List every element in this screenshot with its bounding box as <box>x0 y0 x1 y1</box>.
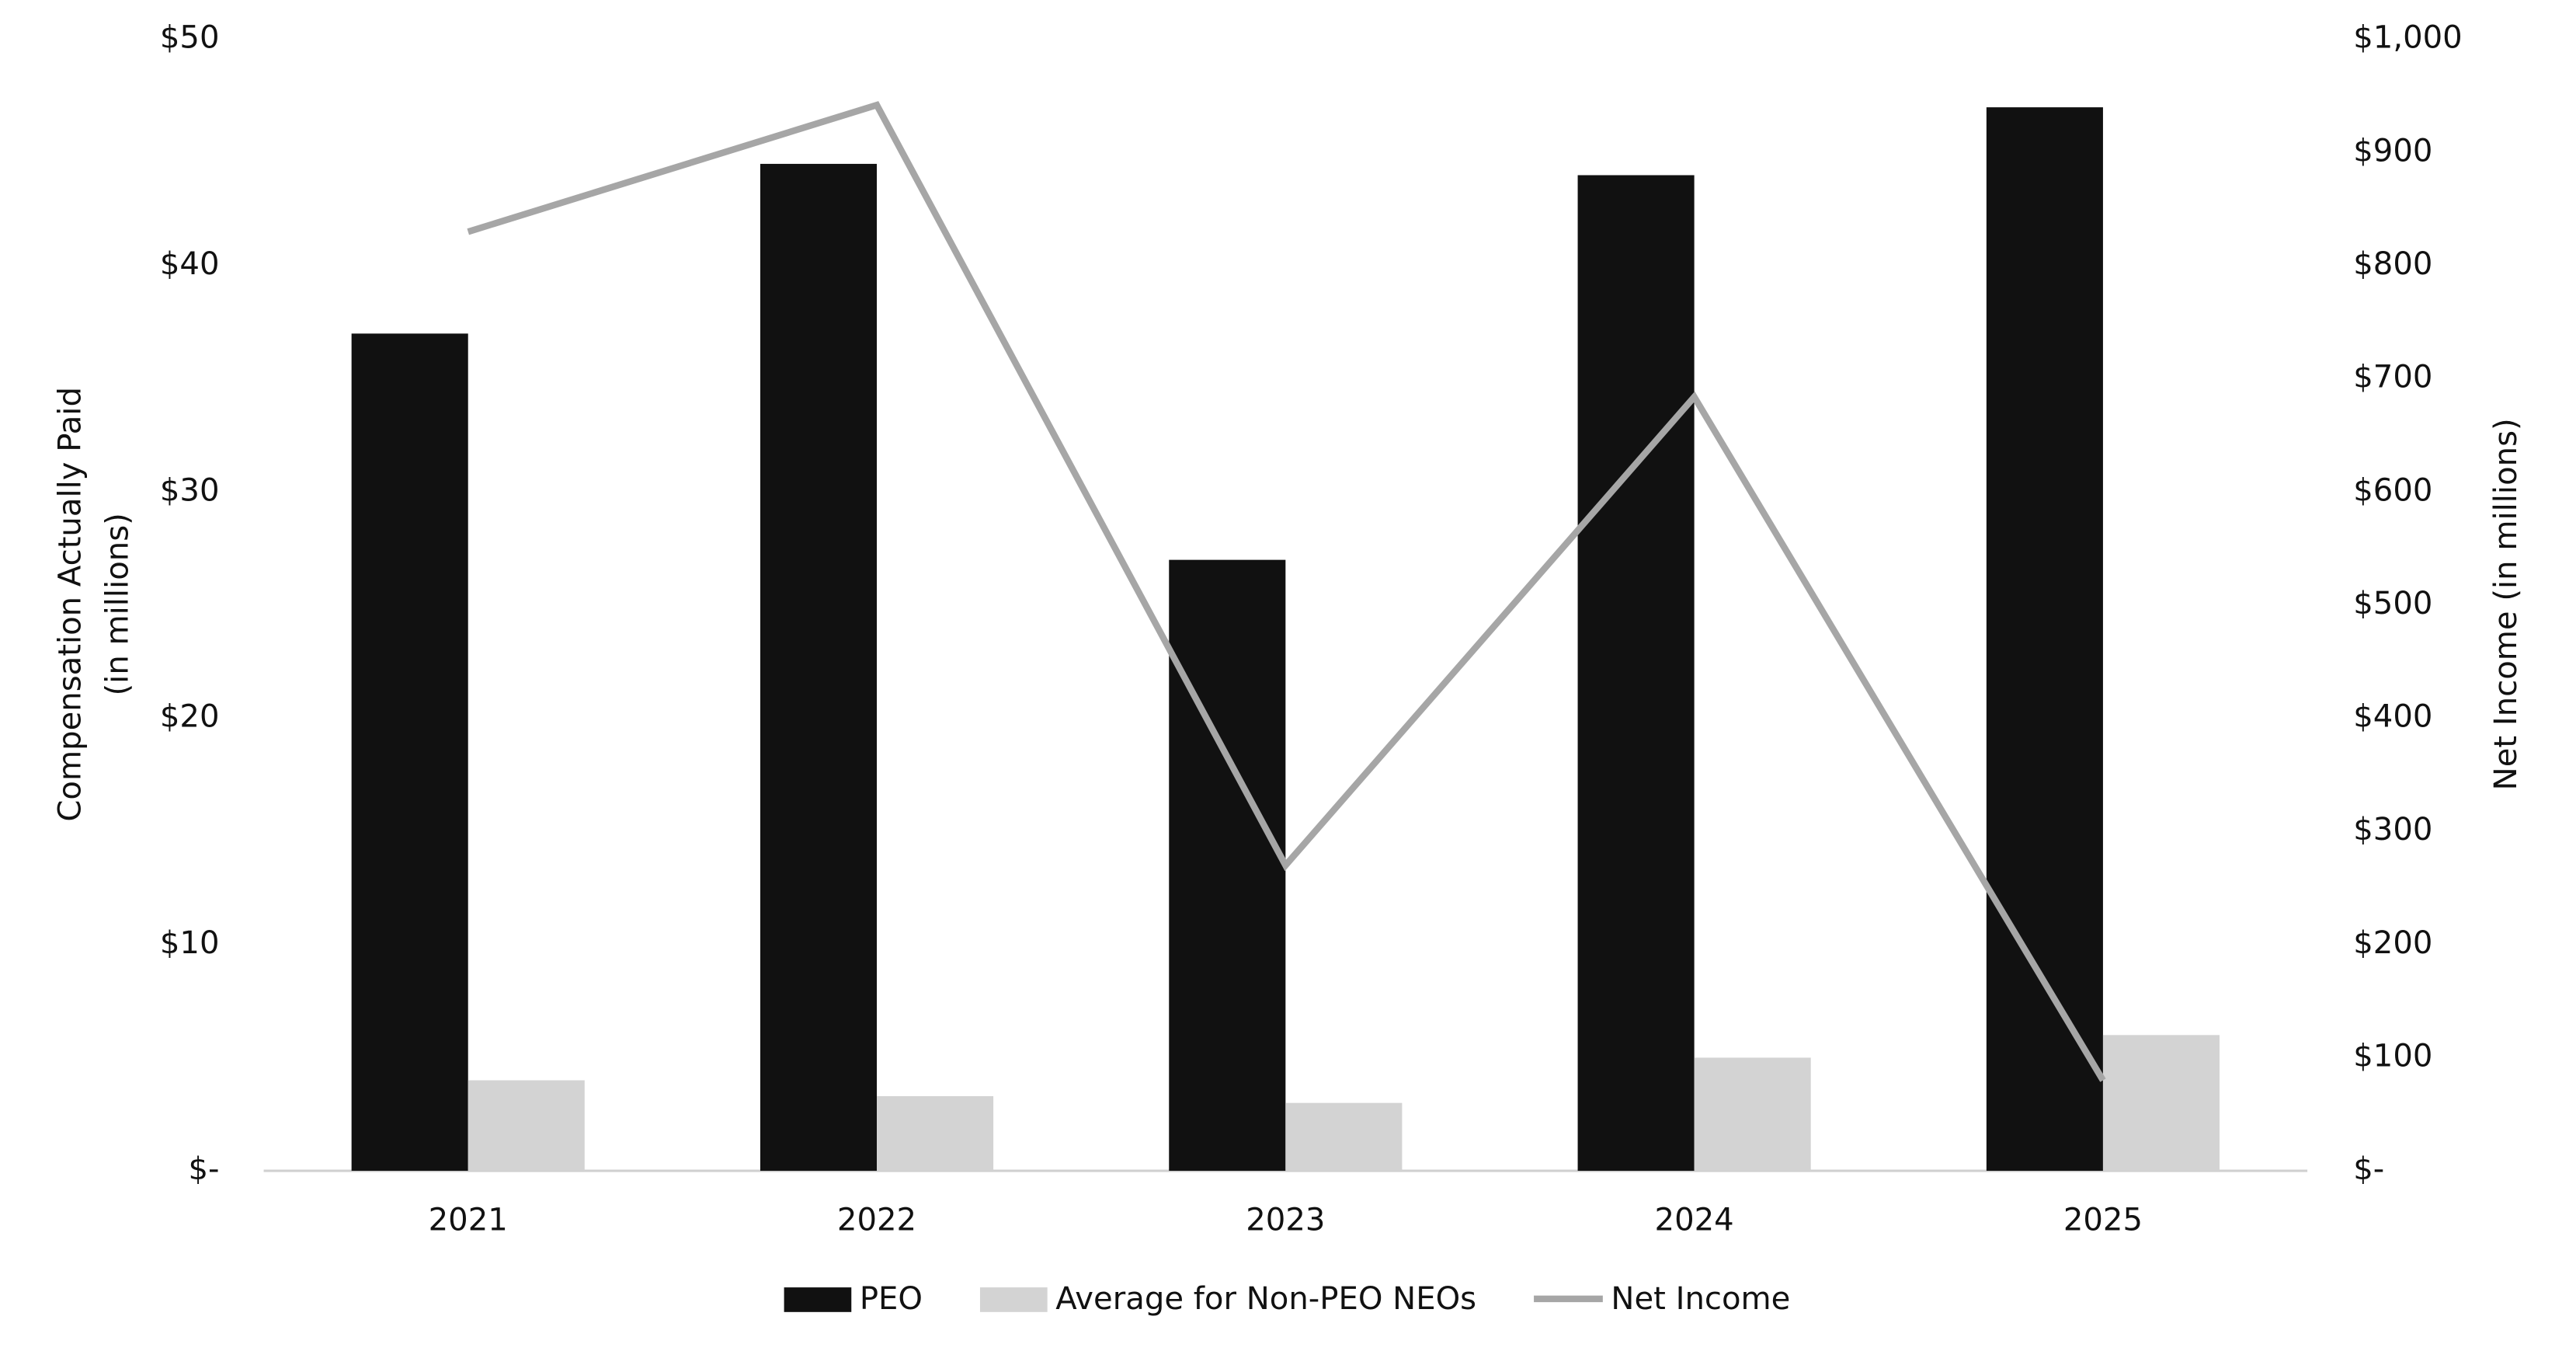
y2-axis-title: Net Income (in millions) <box>2488 418 2524 790</box>
y2-tick-label: $1,000 <box>2353 20 2462 56</box>
y-axis-title: Compensation Actually Paid <box>52 387 88 822</box>
x-tick-label: 2021 <box>429 1203 508 1238</box>
legend-swatch <box>979 1287 1048 1312</box>
y2-tick-label: $200 <box>2353 925 2432 961</box>
y-tick-label: $- <box>188 1151 219 1187</box>
y-tick-label: $50 <box>160 20 220 56</box>
bar <box>1986 107 2103 1172</box>
y2-tick-label: $100 <box>2353 1038 2432 1074</box>
bar <box>2102 1035 2220 1172</box>
y2-tick-label: $500 <box>2353 586 2432 622</box>
bar <box>1285 1102 1403 1172</box>
bar <box>1577 175 1695 1172</box>
y2-tick-label: $800 <box>2353 246 2432 282</box>
legend-swatch <box>784 1287 852 1312</box>
y-tick-label: $20 <box>160 699 220 735</box>
y-axis-title: (in millions) <box>100 513 136 695</box>
y2-tick-label: $900 <box>2353 133 2432 169</box>
y2-tick-label: $700 <box>2353 360 2432 395</box>
legend-label: PEO <box>860 1281 923 1317</box>
bar <box>1169 559 1286 1172</box>
x-tick-label: 2025 <box>2063 1203 2143 1238</box>
x-tick-label: 2022 <box>837 1203 916 1238</box>
y-tick-label: $10 <box>160 925 220 961</box>
x-tick-label: 2023 <box>1246 1203 1325 1238</box>
legend-label: Net Income <box>1611 1281 1790 1317</box>
y-tick-label: $40 <box>160 246 220 282</box>
y2-tick-label: $400 <box>2353 699 2432 735</box>
x-tick-label: 2024 <box>1655 1203 1734 1238</box>
legend-label: Average for Non-PEO NEOs <box>1055 1281 1476 1317</box>
y2-tick-label: $- <box>2353 1151 2384 1187</box>
y-tick-label: $30 <box>160 472 220 508</box>
bar <box>1694 1057 1811 1172</box>
bar <box>351 333 468 1172</box>
bar <box>877 1095 994 1172</box>
line <box>467 101 2106 1082</box>
y2-tick-label: $300 <box>2353 812 2432 848</box>
y2-tick-label: $600 <box>2353 472 2432 508</box>
bar <box>760 163 878 1172</box>
bar <box>468 1080 585 1172</box>
